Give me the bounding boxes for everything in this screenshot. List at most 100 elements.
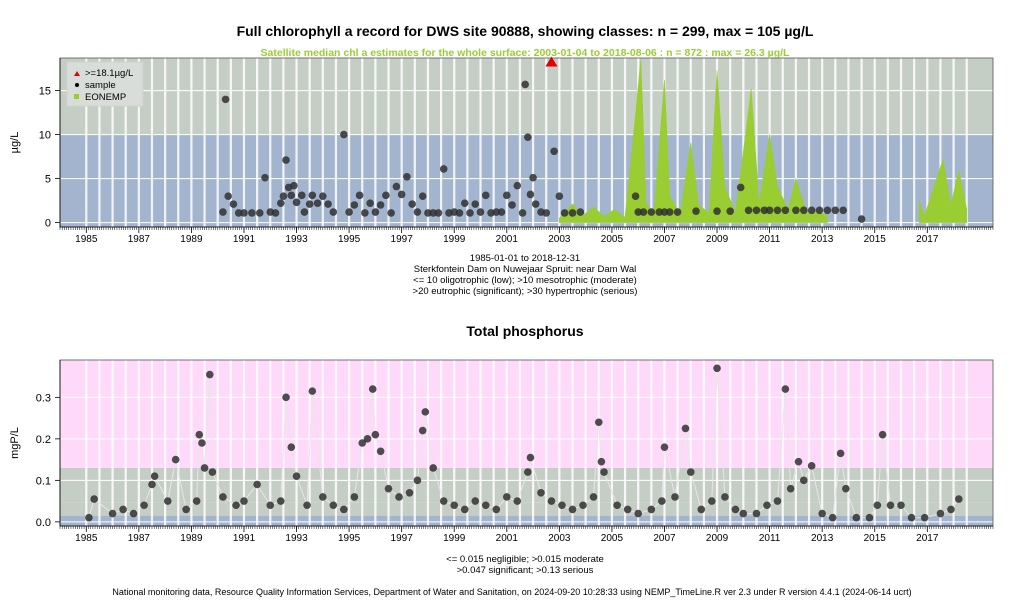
sample-point [707, 497, 716, 505]
sample-point [631, 192, 640, 200]
footer-note: National monitoring data, Resource Quali… [112, 587, 911, 597]
sample-point [781, 385, 790, 393]
sample-point [531, 200, 540, 208]
sample-point [773, 497, 782, 505]
sample-point [229, 200, 238, 208]
sample-point [692, 207, 700, 215]
sample-point [90, 495, 98, 503]
sample-point [481, 501, 490, 510]
sample-point [823, 206, 832, 215]
sample-point [429, 209, 438, 217]
sample-point [807, 462, 816, 470]
sample-point [358, 439, 367, 447]
sample-point [794, 457, 803, 466]
legend [66, 61, 144, 107]
sample-point [752, 206, 761, 215]
class-band [60, 134, 993, 227]
sample-point [276, 199, 285, 208]
sample-point [634, 509, 642, 518]
sample-point [524, 468, 532, 476]
sample-point [466, 209, 474, 217]
x-tick-label: 1999 [443, 234, 466, 245]
sample-point [421, 408, 430, 416]
sample-point [681, 424, 690, 433]
y-tick-label: 15 [39, 86, 51, 98]
sample-point [799, 476, 808, 485]
sample-point [508, 201, 516, 209]
sample-point [815, 206, 824, 215]
legend-square-icon [74, 94, 79, 99]
sample-point [276, 497, 285, 505]
sample-point [140, 501, 148, 510]
sample-point [831, 206, 840, 215]
x-tick-label: 2017 [916, 234, 939, 245]
sample-point [460, 199, 469, 208]
x-tick-label: 1987 [128, 234, 151, 245]
sample-point [736, 183, 745, 192]
sample-point [721, 493, 729, 501]
sample-point [660, 443, 669, 451]
x-tick-label: 2005 [601, 533, 624, 544]
sample-point [324, 200, 332, 208]
x-tick-label: 2015 [864, 234, 887, 245]
eonemp-area [919, 159, 968, 223]
sample-point [300, 208, 309, 216]
sample-point [363, 435, 372, 443]
sample-point [763, 501, 771, 510]
sample-point [873, 501, 882, 510]
sample-point [613, 501, 621, 510]
sample-point [308, 387, 317, 395]
sample-point [418, 192, 427, 200]
sample-point [119, 505, 127, 514]
sample-point [576, 208, 585, 216]
sample-point [857, 215, 866, 223]
sample-point [221, 95, 230, 104]
x-axis-label-line: >20 eutrophic (significant); >30 hypertr… [413, 286, 638, 297]
sample-point [726, 207, 734, 215]
sample-point [686, 468, 695, 476]
sample-point [439, 497, 448, 505]
sample-point [568, 209, 577, 217]
sample-point [579, 501, 587, 510]
sample-point [658, 497, 666, 505]
sample-point [955, 495, 963, 503]
chart-title: Total phosphorus [466, 323, 583, 339]
sample-point [665, 208, 674, 216]
sample-point [502, 191, 511, 200]
sample-point [865, 513, 874, 522]
sample-point [537, 489, 545, 497]
x-tick-label: 1993 [285, 533, 308, 544]
sample-point [219, 493, 227, 501]
sample-point [234, 209, 243, 217]
sample-point [366, 199, 374, 208]
x-tick-label: 2001 [496, 234, 519, 245]
x-tick-label: 2017 [916, 533, 939, 544]
y-tick-label: 0.2 [36, 434, 51, 446]
sample-point [290, 181, 298, 190]
sample-point [502, 493, 511, 501]
x-tick-label: 2001 [496, 533, 519, 544]
x-tick-label: 2003 [548, 533, 571, 544]
x-axis-label-line: <= 0.015 negligible; >0.015 moderate [446, 554, 604, 565]
sample-point [744, 206, 753, 215]
sample-point [308, 191, 317, 200]
y-tick-label: 0 [45, 218, 51, 230]
sample-point [371, 430, 380, 439]
sample-point [387, 209, 395, 217]
y-tick-label: 0.3 [36, 392, 51, 404]
sample-point [471, 200, 480, 208]
sample-point [198, 439, 206, 447]
sample-point [492, 208, 501, 216]
x-tick-label: 1995 [338, 533, 361, 544]
x-tick-label: 2007 [653, 234, 676, 245]
sample-point [108, 509, 117, 518]
sample-point [518, 209, 527, 217]
sample-point [836, 449, 845, 458]
x-tick-label: 1995 [338, 234, 361, 245]
sample-point [287, 191, 296, 200]
sample-point [807, 206, 816, 215]
sample-point [261, 173, 269, 182]
sample-point [282, 393, 290, 402]
